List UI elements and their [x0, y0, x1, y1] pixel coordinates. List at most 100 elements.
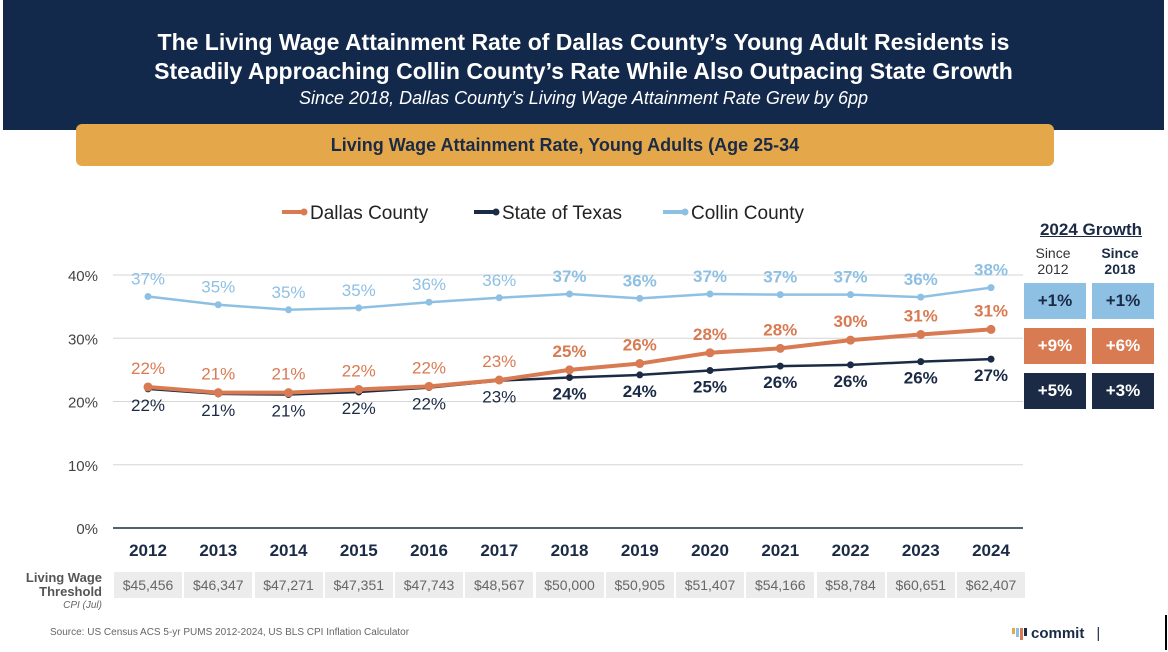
growth-col1-line1: Since — [1035, 245, 1071, 261]
point-dallas — [565, 365, 574, 375]
data-label-dallas: 22% — [131, 359, 165, 378]
data-label-dallas: 22% — [412, 358, 446, 377]
growth-col1-line2: 2012 — [1037, 261, 1069, 277]
data-label-collin: 38% — [974, 261, 1008, 280]
point-collin — [425, 298, 433, 306]
data-label-collin: 36% — [904, 270, 938, 289]
point-collin — [917, 293, 925, 301]
growth-title: 2024 Growth — [1039, 220, 1143, 239]
x-tick-label: 2016 — [410, 541, 448, 560]
growth-col-since-2018: Since 2018 — [1088, 245, 1152, 277]
y-tick-label: 10% — [68, 458, 98, 475]
y-tick-label: 30% — [68, 331, 98, 348]
x-tick-label: 2024 — [972, 541, 1010, 560]
point-texas — [987, 355, 995, 363]
threshold-cell: $62,407 — [957, 572, 1025, 598]
logo-separator: | — [1096, 625, 1101, 642]
threshold-label-line1: Living Wage — [25, 570, 102, 585]
data-label-dallas: 25% — [552, 342, 586, 361]
x-tick-label: 2023 — [902, 541, 940, 560]
point-dallas — [213, 388, 223, 398]
growth-col-since-2012: Since 2012 — [1021, 245, 1085, 277]
header-band: The Living Wage Attainment Rate of Dalla… — [3, 0, 1164, 130]
data-label-collin: 35% — [271, 283, 305, 302]
point-dallas — [284, 388, 293, 398]
data-label-texas: 26% — [763, 373, 797, 392]
point-dallas — [705, 348, 715, 358]
growth-texas-since-2018: +3% — [1092, 373, 1154, 409]
chart-title-banner: Living Wage Attainment Rate, Young Adult… — [76, 124, 1054, 166]
threshold-cell: $54,166 — [746, 572, 815, 598]
growth-dallas-since-2018: +6% — [1092, 328, 1154, 364]
growth-dallas-since-2012: +9% — [1024, 328, 1086, 364]
data-label-dallas: 31% — [974, 301, 1008, 320]
x-tick-label: 2018 — [551, 541, 589, 560]
point-texas — [706, 367, 714, 375]
data-label-dallas: 22% — [342, 361, 376, 380]
legend-marker-texas — [492, 208, 500, 216]
growth-collin-since-2012: +1% — [1024, 283, 1086, 319]
logo-bars-icon — [1012, 627, 1027, 640]
x-tick-label: 2019 — [621, 541, 659, 560]
x-tick-label: 2021 — [761, 541, 799, 560]
data-label-texas: 24% — [623, 382, 657, 401]
growth-collin-since-2018: +1% — [1092, 283, 1154, 319]
point-collin — [495, 294, 503, 302]
point-collin — [355, 304, 363, 312]
point-texas — [847, 361, 854, 369]
data-label-texas: 26% — [904, 369, 938, 388]
legend-label-collin: Collin County — [691, 203, 804, 224]
edge-divider — [1165, 615, 1167, 650]
data-label-collin: 37% — [763, 268, 797, 287]
threshold-cell: $60,651 — [886, 572, 955, 598]
data-label-dallas: 31% — [904, 306, 938, 325]
data-label-dallas: 28% — [763, 320, 797, 339]
data-label-dallas: 23% — [482, 352, 516, 371]
x-tick-label: 2017 — [480, 541, 518, 560]
point-collin — [987, 284, 995, 292]
data-label-collin: 37% — [552, 267, 586, 286]
threshold-cell: $50,000 — [535, 572, 604, 598]
legend-label-dallas: Dallas County — [310, 203, 429, 224]
source-note: Source: US Census ACS 5-yr PUMS 2012-202… — [50, 627, 410, 638]
y-tick-label: 20% — [68, 395, 98, 412]
data-label-texas: 22% — [412, 395, 446, 414]
point-collin — [706, 290, 714, 298]
growth-col2-line2: 2018 — [1104, 261, 1136, 277]
data-label-dallas: 28% — [693, 325, 727, 344]
threshold-cell: $58,784 — [816, 572, 885, 598]
data-label-collin: 36% — [482, 271, 516, 290]
growth-col2-line1: Since — [1101, 245, 1139, 261]
y-tick-label: 0% — [76, 521, 98, 538]
data-label-texas: 22% — [342, 399, 376, 418]
point-collin — [214, 301, 222, 309]
point-texas — [776, 362, 784, 370]
title-line-2: Steadily Approaching Collin County’s Rat… — [154, 58, 1013, 84]
x-tick-label: 2014 — [270, 541, 308, 560]
point-dallas — [775, 343, 785, 353]
data-label-texas: 25% — [693, 378, 727, 397]
point-dallas — [424, 381, 434, 391]
threshold-cell: $47,271 — [254, 572, 323, 598]
point-collin — [566, 290, 573, 298]
data-label-texas: 21% — [271, 402, 305, 421]
point-collin — [636, 294, 644, 302]
x-tick-label: 2012 — [129, 541, 167, 560]
growth-texas-since-2012: +5% — [1024, 373, 1086, 409]
legend-marker-collin — [681, 208, 689, 216]
data-label-collin: 37% — [693, 267, 727, 286]
data-label-collin: 37% — [131, 270, 165, 289]
legend-label-texas: State of Texas — [502, 203, 622, 224]
point-dallas — [494, 375, 504, 385]
page-subtitle: Since 2018, Dallas County’s Living Wage … — [299, 88, 868, 108]
data-label-dallas: 26% — [623, 336, 657, 355]
logo-text: commit — [1031, 625, 1085, 642]
data-label-collin: 37% — [833, 268, 867, 287]
data-label-dallas: 21% — [201, 365, 235, 384]
data-label-collin: 35% — [201, 278, 235, 297]
point-dallas — [354, 384, 364, 394]
x-tick-label: 2015 — [340, 541, 378, 560]
x-tick-label: 2013 — [199, 541, 237, 560]
point-collin — [847, 291, 854, 299]
